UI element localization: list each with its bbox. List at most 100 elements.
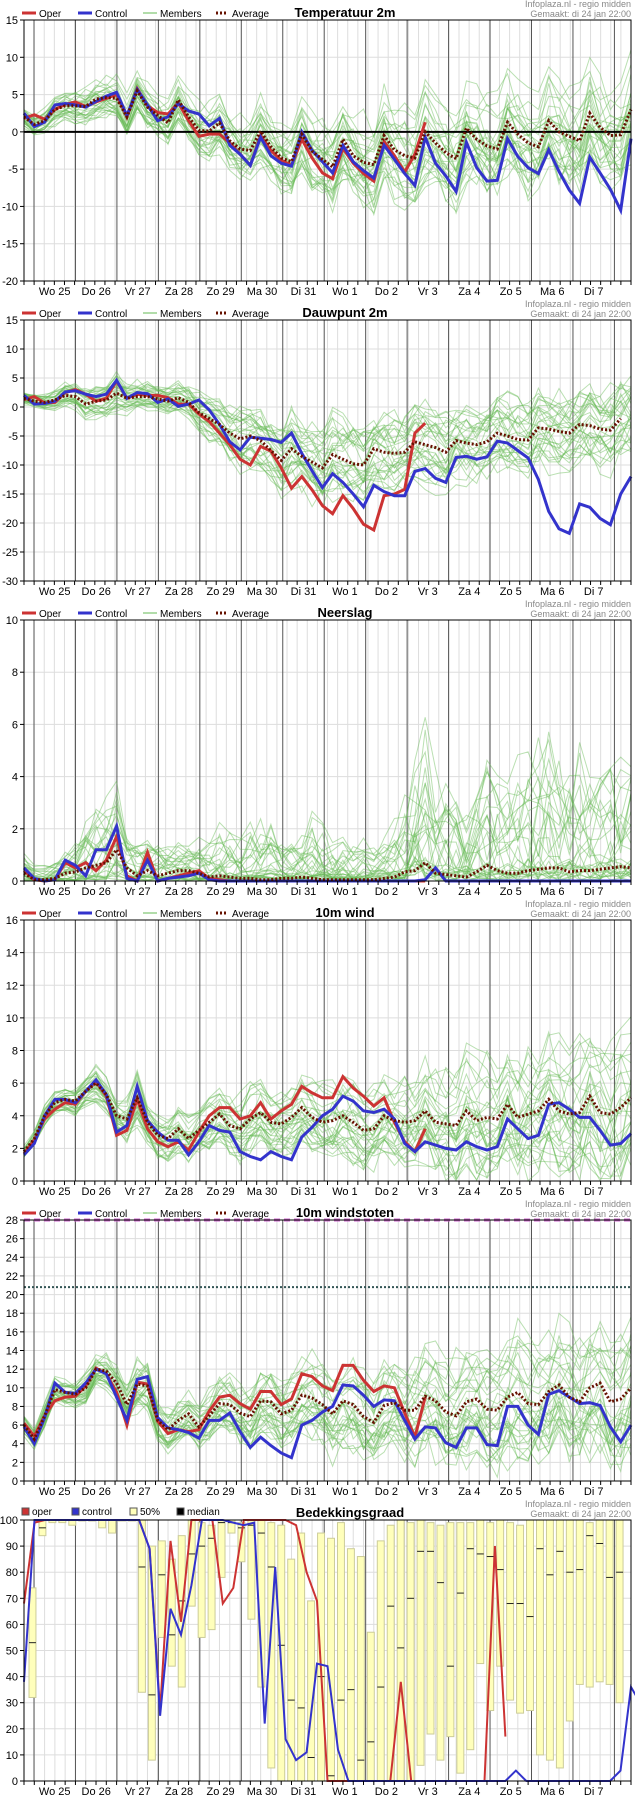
y-tick-label: 10	[6, 1013, 18, 1025]
member-line	[23, 1368, 632, 1442]
member-line	[23, 1050, 632, 1150]
member-line	[23, 1030, 632, 1149]
x-day-label: Za 28	[165, 886, 193, 898]
member-line	[23, 1373, 632, 1458]
x-day-label: Za 28	[165, 1186, 193, 1198]
x-day-label: Za 4	[458, 886, 480, 898]
y-tick-label: 14	[6, 1346, 18, 1358]
x-day-label: Wo 25	[39, 1786, 71, 1798]
member-line	[23, 793, 632, 880]
control-series-line	[23, 377, 633, 536]
x-day-label: Di 7	[584, 1786, 604, 1798]
y-tick-label: -30	[2, 576, 18, 588]
band-bar	[516, 1524, 525, 1714]
chart-title: Neerslag	[318, 605, 373, 620]
legend-label-oper: Oper	[39, 909, 62, 920]
band-bar	[426, 1522, 435, 1735]
member-line	[23, 375, 632, 453]
y-tick-label: 12	[6, 1364, 18, 1376]
y-tick-label: 6	[12, 1078, 18, 1090]
band-bar	[137, 1519, 146, 1693]
x-day-label: Wo 1	[332, 1786, 357, 1798]
y-tick-label: 6	[12, 1420, 18, 1432]
band-bar	[98, 1519, 107, 1529]
chart-title: Temperatuur 2m	[295, 5, 396, 20]
y-tick-label: 2	[12, 824, 18, 836]
y-tick-label: 0	[12, 1476, 18, 1488]
x-day-label: Wo 25	[39, 586, 71, 598]
member-line	[23, 1329, 632, 1431]
member-line	[23, 399, 632, 489]
x-day-label: Vr 27	[125, 886, 151, 898]
member-line	[23, 1086, 632, 1152]
legend-label-control: Control	[95, 9, 127, 20]
member-line	[23, 90, 632, 180]
x-day-label: Do 2	[375, 1186, 398, 1198]
member-line	[23, 385, 632, 466]
chart-panel-2: 0 2 4 6 8 10 Wo 25 Do 26 Vr 27 Za 28 Zo 29 Ma 30 Di …	[0, 599, 635, 900]
band-bar	[207, 1524, 216, 1631]
y-tick-label: 8	[12, 1401, 18, 1413]
band-bar	[356, 1556, 365, 1782]
chart-title: 10m windstoten	[296, 1205, 394, 1220]
legend-label-oper: oper	[32, 1507, 53, 1518]
x-day-label: Ma 30	[247, 1486, 278, 1498]
x-day-label: Do 2	[375, 586, 398, 598]
y-tick-label: 12	[6, 980, 18, 992]
made-label: Gemaakt: di 24 jan 22:00	[530, 1209, 631, 1219]
band-bar	[526, 1519, 534, 1712]
y-tick-label: 10	[6, 52, 18, 64]
source-label: Infoplaza.nl - regio midden	[525, 900, 631, 909]
band-bar	[615, 1519, 624, 1704]
x-day-label: Ma 30	[247, 886, 278, 898]
legend-label-control: Control	[95, 609, 127, 620]
x-day-label: Zo 5	[500, 586, 522, 598]
member-line	[23, 96, 632, 194]
y-tick-label: 16	[6, 915, 18, 927]
member-line	[23, 370, 632, 443]
x-day-label: Di 7	[584, 1186, 604, 1198]
x-day-label: Ma 30	[247, 586, 278, 598]
x-day-label: Za 4	[458, 1786, 480, 1798]
source-label: Infoplaza.nl - regio midden	[525, 1200, 631, 1209]
x-day-label: Vr 3	[418, 586, 438, 598]
chart-panel-1: -30 -25 -20 -15 -10 -5 0 5 10 15 Wo 25 Do 26 Vr 27 Za…	[0, 299, 635, 600]
x-day-label: Di 31	[291, 1786, 317, 1798]
y-tick-label: 0	[12, 127, 18, 139]
made-label: Gemaakt: di 24 jan 22:00	[530, 309, 631, 319]
legend-label-average: Average	[232, 309, 270, 320]
member-line	[23, 782, 632, 878]
member-line	[23, 1370, 632, 1445]
member-line	[23, 1087, 632, 1155]
x-day-label: Wo 1	[332, 586, 357, 598]
legend-label-average: Average	[232, 1209, 270, 1220]
member-line	[23, 1072, 632, 1153]
x-day-label: Ma 30	[247, 1186, 278, 1198]
x-day-label: Di 7	[584, 286, 604, 298]
member-line	[23, 1068, 632, 1152]
x-day-label: Ma 6	[540, 586, 564, 598]
member-line	[23, 104, 632, 202]
member-line	[23, 106, 632, 217]
x-day-label: Vr 3	[418, 286, 438, 298]
x-day-label: Di 7	[584, 886, 604, 898]
x-day-label: Zo 29	[206, 286, 234, 298]
x-day-label: Zo 5	[500, 1486, 522, 1498]
x-day-label: Za 28	[165, 586, 193, 598]
y-tick-label: 6	[12, 719, 18, 731]
member-line	[23, 383, 632, 448]
source-label: Infoplaza.nl - regio midden	[525, 600, 631, 609]
x-day-label: Wo 25	[39, 1486, 71, 1498]
y-tick-label: -25	[2, 547, 18, 559]
member-line	[23, 1099, 632, 1182]
x-day-label: Zo 29	[206, 1186, 234, 1198]
y-tick-label: 20	[6, 1724, 18, 1736]
y-tick-label: 60	[6, 1619, 18, 1631]
y-tick-label: 0	[12, 1176, 18, 1188]
x-day-label: Za 4	[458, 586, 480, 598]
band-bar	[605, 1519, 614, 1685]
member-line	[23, 404, 632, 508]
x-day-label: Zo 5	[500, 1186, 522, 1198]
band-bar	[476, 1519, 485, 1665]
